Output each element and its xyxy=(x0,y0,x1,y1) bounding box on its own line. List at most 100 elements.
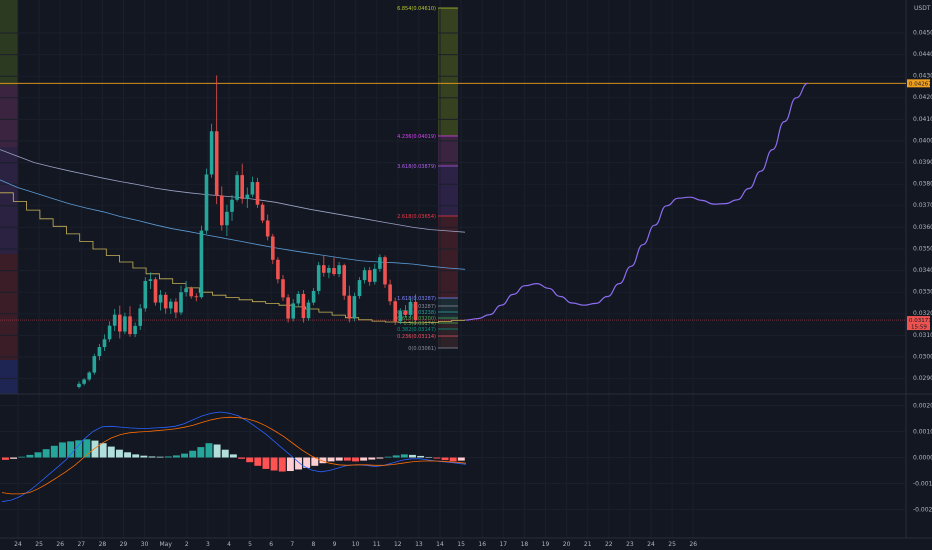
candle-body xyxy=(342,265,346,296)
candle-body xyxy=(169,301,173,309)
candle-body xyxy=(204,174,209,231)
candle-body xyxy=(271,236,275,260)
candle-body xyxy=(255,182,260,205)
left-zone-blue xyxy=(0,360,18,394)
macd-histogram-bar xyxy=(140,455,148,458)
time-axis-tick: 20 xyxy=(563,541,571,548)
time-axis-tick: 22 xyxy=(605,541,613,548)
price-axis-tick: 0.03600 xyxy=(913,224,932,231)
macd-histogram-bar xyxy=(270,457,278,471)
candle-body xyxy=(77,383,81,388)
time-axis-tick: 27 xyxy=(77,541,85,548)
price-axis-tick: 0.02900 xyxy=(913,375,932,382)
candle-body xyxy=(214,131,219,196)
candle-body xyxy=(107,325,112,340)
macd-axis-tick: 0.00000 xyxy=(913,455,932,462)
time-axis-tick: 25 xyxy=(35,541,43,548)
candle-body xyxy=(163,294,168,309)
fib-zone-lower xyxy=(438,320,458,348)
time-axis-tick: 14 xyxy=(436,541,444,548)
price-axis-tick: 0.04300 xyxy=(913,73,932,80)
candle-body xyxy=(281,279,285,298)
ma-fast-line xyxy=(0,192,466,324)
fib-zone-magenta xyxy=(438,136,458,166)
candle-body xyxy=(143,280,148,309)
price-axis-tick: 0.04200 xyxy=(913,94,932,101)
macd-histogram-bar xyxy=(449,457,457,462)
candle-body xyxy=(82,379,86,384)
macd-histogram-bar xyxy=(327,457,335,462)
price-axis-tick: 0.03400 xyxy=(913,267,932,274)
candle-body xyxy=(235,175,239,200)
macd-histogram-bar xyxy=(246,457,254,463)
candle-body xyxy=(260,204,265,221)
time-axis-tick: May xyxy=(159,541,172,548)
projection-curve xyxy=(465,82,809,321)
fib-zone-teal xyxy=(438,298,458,320)
macd-histogram-bar xyxy=(99,443,107,458)
macd-histogram-bar xyxy=(221,449,229,458)
price-axis-tick: 0.03800 xyxy=(913,181,932,188)
fib-zone-red xyxy=(438,216,458,298)
macd-histogram-bar xyxy=(335,457,343,461)
macd-histogram-bar xyxy=(311,457,319,466)
candle-body xyxy=(357,280,362,297)
candle-body xyxy=(87,372,91,380)
macd-histogram-bar xyxy=(124,452,132,458)
macd-histogram-bar xyxy=(189,450,197,458)
ma-mid-line xyxy=(0,149,466,233)
macd-histogram-bar xyxy=(295,457,302,470)
macd-axis-tick: 0.00200 xyxy=(913,403,932,410)
fib-zone-green xyxy=(438,8,458,136)
macd-histogram-bar xyxy=(75,440,83,458)
candle-body xyxy=(199,230,204,298)
time-axis-tick: 29 xyxy=(120,541,128,548)
macd-histogram-bar xyxy=(50,445,58,458)
macd-histogram-bar xyxy=(457,457,465,461)
candle-body xyxy=(138,308,142,326)
fib-level-label: 0.382(0.03147) xyxy=(397,327,436,333)
candle-body xyxy=(393,301,397,322)
price-axis-tick: 0.04100 xyxy=(913,116,932,123)
ma-slow-line xyxy=(0,179,466,270)
macd-histogram-bar xyxy=(83,439,91,458)
candle-body xyxy=(276,259,280,280)
macd-histogram-bar xyxy=(2,457,9,460)
macd-histogram-bar xyxy=(18,456,26,458)
candle-body xyxy=(301,293,306,319)
macd-histogram-bar xyxy=(91,440,99,458)
candle-body xyxy=(240,175,244,199)
macd-line xyxy=(1,411,467,503)
candle-body xyxy=(362,270,367,281)
candle-body xyxy=(322,265,326,273)
time-axis-tick: 18 xyxy=(521,541,529,548)
fib-zone-purple xyxy=(438,166,458,216)
candle-body xyxy=(332,268,336,275)
macd-histogram-bar xyxy=(229,454,237,458)
macd-signal-line xyxy=(1,416,467,495)
candle-body xyxy=(245,194,250,199)
macd-histogram-bar xyxy=(319,457,327,464)
candle-body xyxy=(408,301,413,315)
projection-layer xyxy=(465,82,809,321)
left-zone-magenta xyxy=(0,85,18,147)
price-axis-tick: 0.03300 xyxy=(913,289,932,296)
price-axis-tick: 0.04000 xyxy=(913,137,932,144)
candle-body xyxy=(413,301,418,321)
time-axis-tick: 26 xyxy=(689,541,697,548)
candle-body xyxy=(209,131,214,175)
macd-histogram-bar xyxy=(254,457,262,466)
candle-body xyxy=(230,199,234,212)
time-axis-tick: 10 xyxy=(352,541,360,548)
macd-histogram-bar xyxy=(132,454,140,458)
candle-body xyxy=(296,293,301,304)
macd-histogram-bar xyxy=(368,457,376,460)
candle-body xyxy=(189,288,193,297)
fib-level-label: 0(0.03061) xyxy=(408,346,436,352)
candle-body xyxy=(148,279,153,281)
target-price-tag xyxy=(907,79,930,88)
candle-body xyxy=(123,316,127,332)
price-axis-tick: 0.04500 xyxy=(913,29,932,36)
